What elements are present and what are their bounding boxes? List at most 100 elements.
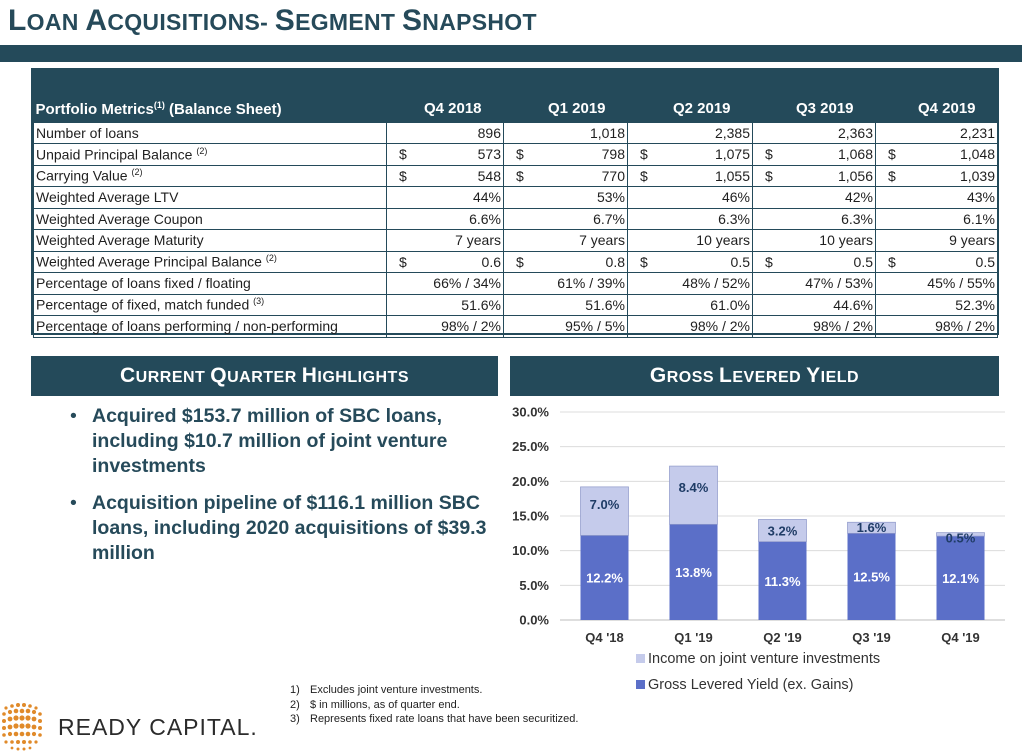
quarter-header: Q2 2019 xyxy=(672,100,731,118)
y-tick-label: 20.0% xyxy=(512,474,549,489)
cell-value: 1,068 xyxy=(837,146,873,163)
table-cell: $548 xyxy=(386,164,504,187)
table-cell: 98% / 2% xyxy=(386,315,504,338)
table-cell: 7 years xyxy=(386,229,504,252)
cell-value: 1,018 xyxy=(589,124,625,141)
x-tick-label: Q4 '19 xyxy=(941,630,980,645)
row-label: Percentage of loans performing / non-per… xyxy=(33,315,387,338)
bar-segment xyxy=(580,486,629,536)
bar-segment xyxy=(847,533,896,620)
row-label: Carrying Value (2) xyxy=(33,164,387,187)
footnote-text: $ in millions, as of quarter end. xyxy=(310,698,460,711)
row-label-text: Weighted Average Principal Balance xyxy=(36,254,266,271)
table-cell: 6.1% xyxy=(875,207,998,230)
cell-value: 2,385 xyxy=(714,124,750,141)
data-label: 12.1% xyxy=(942,571,979,586)
table-cell: 6.3% xyxy=(752,207,876,230)
data-label: 1.6% xyxy=(857,520,887,535)
bar-segment xyxy=(936,536,985,620)
y-tick-label: 15.0% xyxy=(512,509,549,524)
data-label: 7.0% xyxy=(590,497,620,512)
chart-title: GROSS LEVERED YIELD xyxy=(649,364,860,387)
bar-segment xyxy=(758,541,807,620)
dollar-sign: $ xyxy=(399,146,407,163)
table-cell: 44.6% xyxy=(752,293,876,316)
table-cell: 10 years xyxy=(627,229,753,252)
table-row: Percentage of fixed, match funded (3) 51.… xyxy=(33,293,998,316)
cell-value: 0.8 xyxy=(605,253,625,270)
cell-value: 573 xyxy=(477,146,501,163)
table-cell: 45% / 55% xyxy=(875,272,998,295)
header-sup: (1) xyxy=(153,99,165,110)
metrics-table: Portfolio Metrics(1) (Balance Sheet) Q4 … xyxy=(33,96,998,338)
header-suffix: (Balance Sheet) xyxy=(164,100,282,118)
dollar-sign: $ xyxy=(640,167,648,184)
row-label-text: Weighted Average Coupon xyxy=(36,210,203,227)
table-row: Weighted Average Maturity 7 years 7 years 1… xyxy=(33,229,998,252)
y-tick-label: 5.0% xyxy=(519,578,549,593)
cell-value: 1,056 xyxy=(837,167,873,184)
bullet-dot: • xyxy=(70,492,77,514)
header-label-text: Portfolio Metrics xyxy=(35,100,154,118)
table-cell: $770 xyxy=(503,164,628,187)
cell-value: 61% / 39% xyxy=(557,275,625,292)
table-cell: 53% xyxy=(503,186,628,209)
data-label: 8.4% xyxy=(679,480,709,495)
table-header-band xyxy=(33,70,997,122)
cell-value: 46% xyxy=(721,189,750,206)
logo-dots-icon xyxy=(2,703,42,751)
y-tick-label: 10.0% xyxy=(512,543,549,558)
table-cell: $0.5 xyxy=(875,250,998,273)
table-cell: 43% xyxy=(875,186,998,209)
quarter-header: Q4 2018 xyxy=(423,100,482,118)
chart-header: GROSS LEVERED YIELD xyxy=(510,356,999,396)
footnote-number: 2) xyxy=(290,698,300,711)
table-cell: 98% / 2% xyxy=(627,315,753,338)
table-cell: 48% / 52% xyxy=(627,272,753,295)
table-cell: 66% / 34% xyxy=(386,272,504,295)
table-cell: 46% xyxy=(627,186,753,209)
row-label-text: Percentage of fixed, match funded xyxy=(36,297,254,314)
dollar-sign: $ xyxy=(399,253,407,270)
table-cell: 51.6% xyxy=(503,293,628,316)
cell-value: 98% / 2% xyxy=(935,318,995,335)
table-row: Percentage of loans fixed / floating 66% … xyxy=(33,272,998,295)
data-label: 3.2% xyxy=(768,524,798,539)
table-cell: 51.6% xyxy=(386,293,504,316)
cell-value: 0.6 xyxy=(481,253,501,270)
table-row: Weighted Average LTV 44% 53% 46% 42% 43% xyxy=(33,186,998,209)
highlight-text: Acquired $153.7 million of SBC loans, in… xyxy=(92,405,448,477)
cell-value: 1,055 xyxy=(714,167,750,184)
dollar-sign: $ xyxy=(888,253,896,270)
y-tick-label: 0.0% xyxy=(519,613,549,628)
table-cell: 9 years xyxy=(875,229,998,252)
quarter-header: Q3 2019 xyxy=(795,100,854,118)
table-cell: $1,056 xyxy=(752,164,876,187)
table-cell: 98% / 2% xyxy=(875,315,998,338)
table-cell: 47% / 53% xyxy=(752,272,876,295)
cell-value: 2,363 xyxy=(837,124,873,141)
cell-value: 66% / 34% xyxy=(433,275,501,292)
footnote-text: Excludes joint venture investments. xyxy=(310,684,483,696)
highlight-item: • Acquisition pipeline of $116.1 million … xyxy=(70,491,490,566)
table-row: Weighted Average Principal Balance (2) $0… xyxy=(33,250,998,273)
cell-value: 98% / 2% xyxy=(441,318,501,335)
data-label: 12.2% xyxy=(586,571,623,586)
footnote: 2) $ in millions, as of quarter end. xyxy=(290,698,578,713)
row-label-text: Weighted Average LTV xyxy=(36,189,179,206)
bar-segment xyxy=(847,521,896,534)
row-label: Unpaid Principal Balance (2) xyxy=(33,143,387,166)
table-cell: 61.0% xyxy=(627,293,753,316)
bar-segment xyxy=(580,535,629,620)
row-label-sup: (2) xyxy=(265,253,277,264)
cell-value: 0.5 xyxy=(853,253,873,270)
bar-segment xyxy=(936,532,985,537)
logo-text: READY CAPITAL. xyxy=(58,714,258,740)
cell-value: 44% xyxy=(472,189,501,206)
row-label-sup: (3) xyxy=(253,296,265,307)
footnote-number: 3) xyxy=(290,713,300,725)
bullet-dot: • xyxy=(70,405,77,427)
table-cell: 95% / 5% xyxy=(503,315,628,338)
quarter-header: Q4 2019 xyxy=(917,100,976,118)
cell-value: 52.3% xyxy=(955,296,995,313)
